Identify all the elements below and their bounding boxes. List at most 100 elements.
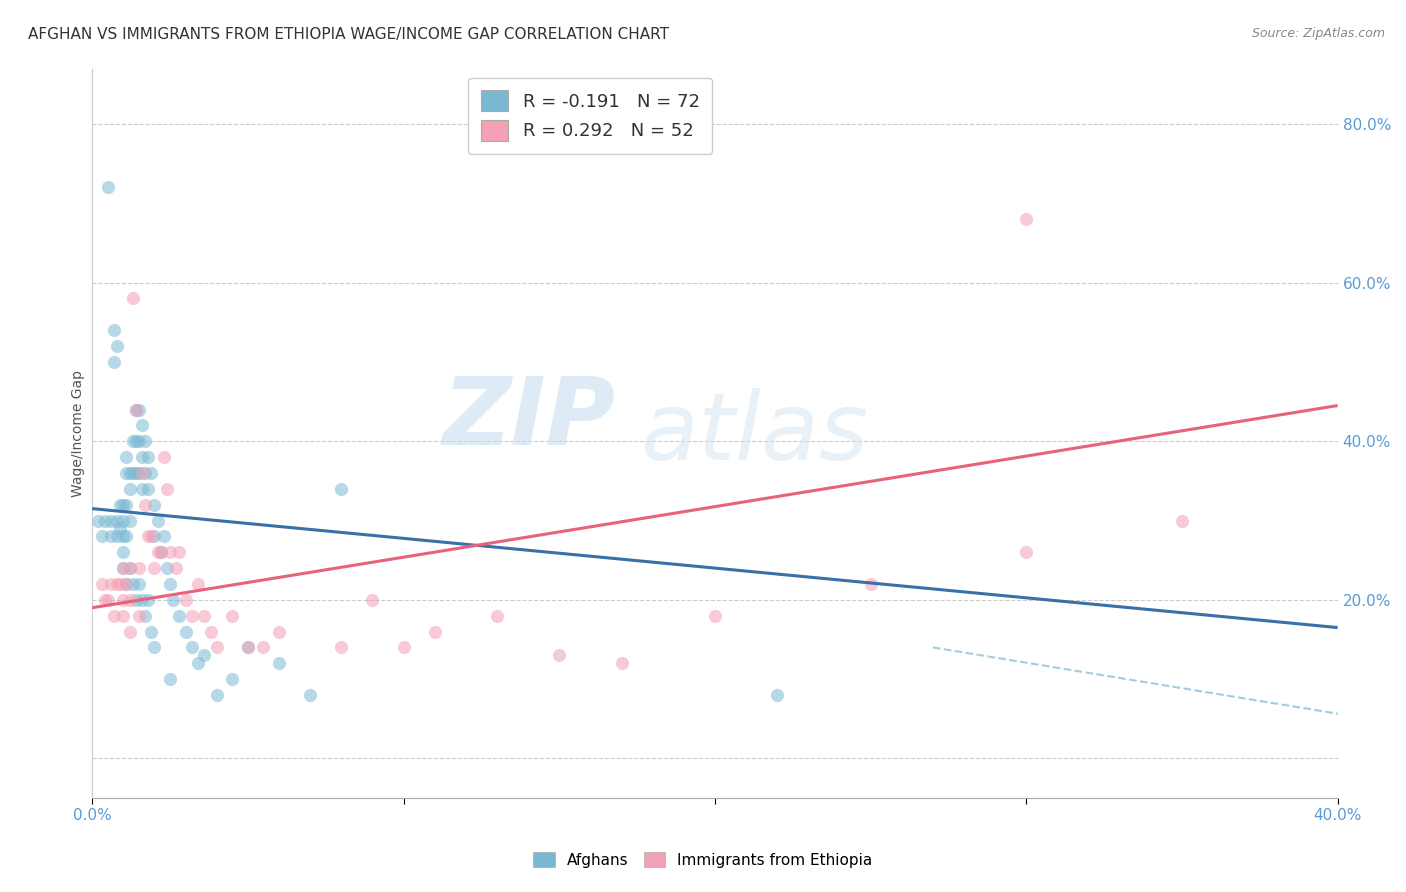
Point bbox=[169, 545, 191, 559]
Point bbox=[423, 624, 446, 639]
Point bbox=[90, 577, 112, 591]
Point bbox=[236, 640, 259, 655]
Point bbox=[159, 545, 181, 559]
Point bbox=[134, 466, 156, 480]
Point bbox=[128, 608, 150, 623]
Point bbox=[100, 514, 122, 528]
Point bbox=[121, 434, 143, 449]
Point bbox=[485, 608, 508, 623]
Point bbox=[108, 498, 131, 512]
Point bbox=[131, 482, 153, 496]
Point bbox=[159, 672, 181, 686]
Point bbox=[174, 624, 197, 639]
Point bbox=[165, 561, 187, 575]
Point bbox=[1015, 212, 1038, 227]
Point bbox=[103, 608, 125, 623]
Point bbox=[112, 608, 135, 623]
Point bbox=[141, 466, 163, 480]
Point bbox=[118, 561, 141, 575]
Point bbox=[118, 466, 141, 480]
Point bbox=[766, 688, 789, 702]
Point bbox=[267, 657, 290, 671]
Point bbox=[112, 592, 135, 607]
Point bbox=[143, 529, 166, 543]
Point bbox=[143, 498, 166, 512]
Point bbox=[112, 498, 135, 512]
Point bbox=[115, 450, 138, 464]
Point bbox=[200, 624, 222, 639]
Point bbox=[105, 514, 128, 528]
Legend: R = -0.191   N = 72, R = 0.292   N = 52: R = -0.191 N = 72, R = 0.292 N = 52 bbox=[468, 78, 713, 153]
Point bbox=[152, 450, 174, 464]
Point bbox=[115, 577, 138, 591]
Point bbox=[118, 482, 141, 496]
Point bbox=[105, 577, 128, 591]
Point bbox=[221, 672, 243, 686]
Point bbox=[136, 529, 159, 543]
Point bbox=[103, 355, 125, 369]
Point bbox=[859, 577, 882, 591]
Point bbox=[128, 577, 150, 591]
Y-axis label: Wage/Income Gap: Wage/Income Gap bbox=[72, 370, 86, 497]
Point bbox=[97, 180, 120, 194]
Point bbox=[115, 577, 138, 591]
Point bbox=[299, 688, 322, 702]
Point bbox=[187, 657, 209, 671]
Point bbox=[128, 434, 150, 449]
Point bbox=[610, 657, 633, 671]
Point bbox=[548, 648, 571, 663]
Point bbox=[131, 592, 153, 607]
Point bbox=[703, 608, 725, 623]
Point bbox=[1171, 514, 1194, 528]
Point bbox=[136, 482, 159, 496]
Point bbox=[156, 482, 179, 496]
Point bbox=[169, 608, 191, 623]
Point bbox=[180, 608, 202, 623]
Point bbox=[87, 514, 110, 528]
Point bbox=[121, 466, 143, 480]
Point bbox=[136, 450, 159, 464]
Text: AFGHAN VS IMMIGRANTS FROM ETHIOPIA WAGE/INCOME GAP CORRELATION CHART: AFGHAN VS IMMIGRANTS FROM ETHIOPIA WAGE/… bbox=[28, 27, 669, 42]
Point bbox=[141, 529, 163, 543]
Point bbox=[134, 498, 156, 512]
Point bbox=[103, 323, 125, 337]
Point bbox=[128, 466, 150, 480]
Point bbox=[221, 608, 243, 623]
Point bbox=[131, 450, 153, 464]
Point bbox=[193, 608, 215, 623]
Point bbox=[112, 545, 135, 559]
Point bbox=[392, 640, 415, 655]
Text: Source: ZipAtlas.com: Source: ZipAtlas.com bbox=[1251, 27, 1385, 40]
Point bbox=[112, 561, 135, 575]
Point bbox=[97, 592, 120, 607]
Point bbox=[118, 624, 141, 639]
Point bbox=[143, 640, 166, 655]
Point bbox=[90, 529, 112, 543]
Point bbox=[236, 640, 259, 655]
Point bbox=[131, 418, 153, 433]
Point bbox=[112, 529, 135, 543]
Point bbox=[100, 577, 122, 591]
Point bbox=[100, 529, 122, 543]
Point bbox=[118, 514, 141, 528]
Point bbox=[330, 482, 353, 496]
Point bbox=[134, 608, 156, 623]
Point bbox=[156, 561, 179, 575]
Point bbox=[134, 434, 156, 449]
Point bbox=[252, 640, 274, 655]
Point bbox=[105, 339, 128, 353]
Point bbox=[146, 514, 169, 528]
Point bbox=[193, 648, 215, 663]
Point bbox=[115, 466, 138, 480]
Point bbox=[93, 592, 115, 607]
Point bbox=[330, 640, 353, 655]
Point bbox=[115, 529, 138, 543]
Point bbox=[136, 592, 159, 607]
Point bbox=[125, 466, 148, 480]
Point bbox=[205, 640, 228, 655]
Point bbox=[131, 466, 153, 480]
Point bbox=[141, 624, 163, 639]
Point bbox=[180, 640, 202, 655]
Point bbox=[112, 514, 135, 528]
Point bbox=[93, 514, 115, 528]
